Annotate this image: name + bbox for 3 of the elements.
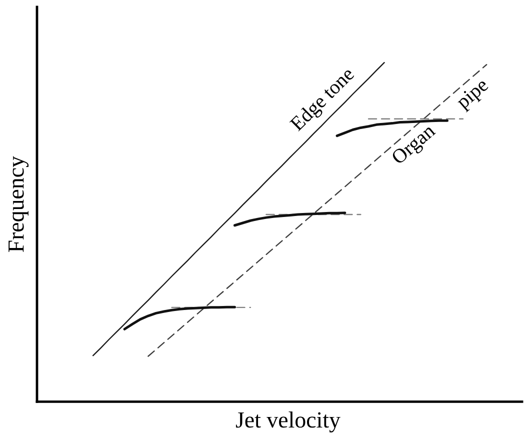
- x-axis-title: Jet velocity: [236, 412, 340, 432]
- y-axis-title: Frequency: [8, 156, 29, 252]
- text: Edge tone: [289, 70, 354, 132]
